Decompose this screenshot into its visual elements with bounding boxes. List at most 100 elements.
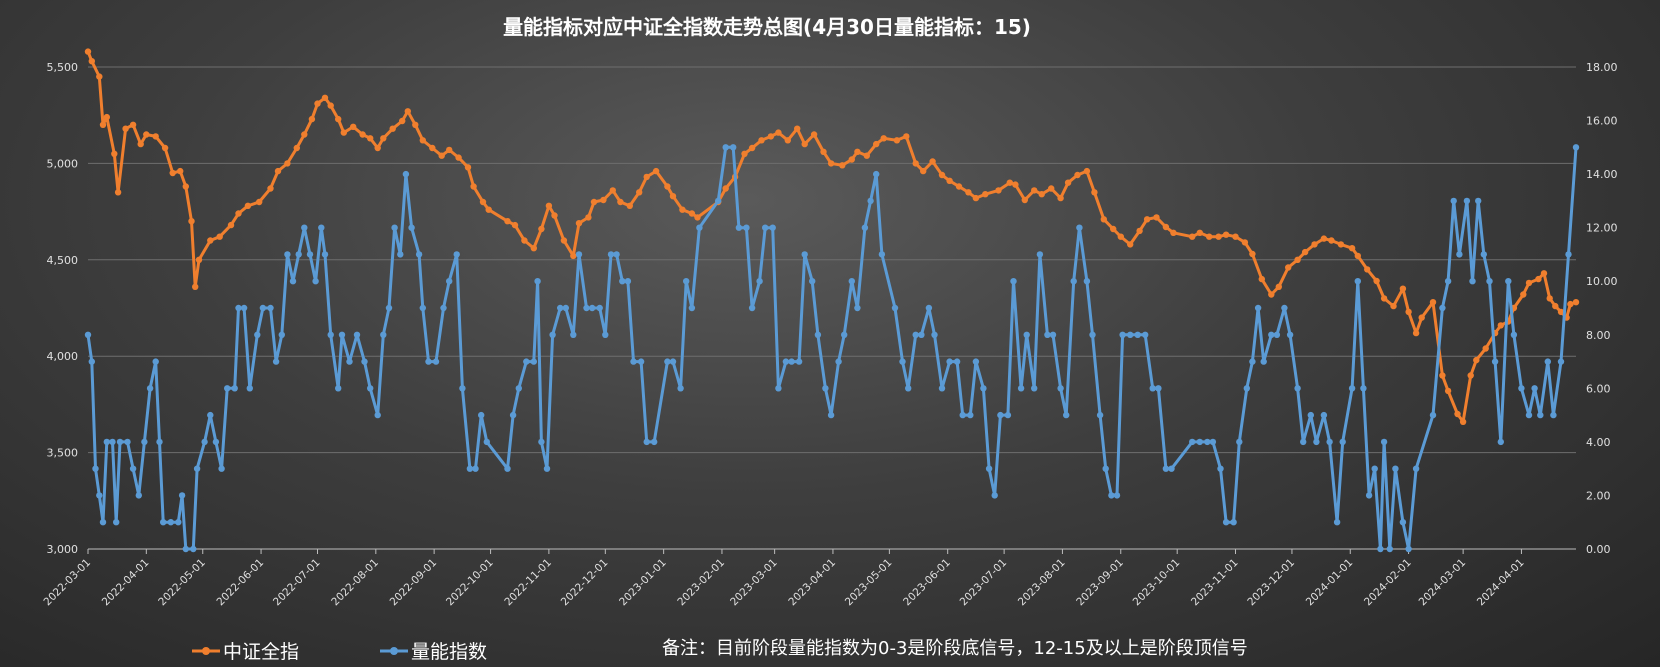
data-point xyxy=(1070,278,1077,285)
data-point xyxy=(256,198,263,206)
data-point xyxy=(1281,304,1288,312)
chart-note: 备注：目前阶段量能指数为0-3是阶段底信号，12-15及以上是阶段顶信号 xyxy=(662,638,1248,659)
data-point xyxy=(1108,492,1115,499)
data-point xyxy=(511,221,519,229)
data-point xyxy=(293,144,300,152)
data-point xyxy=(1364,266,1371,273)
data-point xyxy=(1567,300,1574,308)
data-point xyxy=(103,438,111,446)
data-point xyxy=(1565,251,1572,258)
data-point xyxy=(367,385,374,392)
data-point xyxy=(1348,385,1356,392)
y-right-tick-label: 4.00 xyxy=(1586,436,1611,449)
data-point xyxy=(1505,278,1512,285)
data-point xyxy=(1162,465,1170,472)
data-point xyxy=(1010,278,1017,285)
data-point xyxy=(295,251,302,258)
chart-title: 量能指标对应中证全指数走势总图(4月30日量能指标：15) xyxy=(503,15,1031,39)
x-tick-label: 2023-09-01 xyxy=(1074,557,1126,609)
legend-label-volume-index: 量能指数 xyxy=(411,641,487,663)
data-point xyxy=(1023,331,1030,338)
data-point xyxy=(312,278,319,285)
data-point xyxy=(289,278,297,285)
data-point xyxy=(1268,291,1275,298)
data-point xyxy=(335,115,342,123)
x-tick-label: 2023-07-01 xyxy=(958,557,1010,609)
data-point xyxy=(1006,179,1013,186)
data-point xyxy=(543,465,551,472)
data-point xyxy=(1189,233,1196,240)
data-point xyxy=(99,121,107,128)
data-point xyxy=(1031,187,1038,194)
data-point xyxy=(982,191,989,198)
data-point xyxy=(585,214,592,221)
legend: 中证全指 量能指数 xyxy=(192,641,487,663)
data-point xyxy=(929,158,936,165)
data-point xyxy=(521,237,528,244)
data-point xyxy=(1520,291,1527,298)
data-point xyxy=(1531,385,1538,392)
data-point xyxy=(530,245,537,252)
data-point xyxy=(111,150,118,157)
data-point xyxy=(652,167,660,175)
data-point xyxy=(748,304,756,312)
data-point xyxy=(314,100,321,107)
data-point xyxy=(464,164,472,171)
data-point xyxy=(478,411,485,419)
data-point xyxy=(178,492,186,499)
data-point xyxy=(775,385,782,392)
data-point xyxy=(483,438,490,446)
data-point xyxy=(122,125,129,132)
data-point xyxy=(743,224,750,231)
data-point xyxy=(1155,385,1162,392)
data-point xyxy=(175,519,182,526)
data-point xyxy=(278,331,285,338)
data-point xyxy=(1048,185,1055,192)
data-point xyxy=(1153,214,1160,221)
y-right-tick-label: 18.00 xyxy=(1586,61,1618,74)
data-point xyxy=(446,278,453,285)
y-left-tick-label: 5,000 xyxy=(47,157,79,170)
data-point xyxy=(995,187,1002,194)
data-point xyxy=(551,212,558,219)
data-point xyxy=(216,233,223,240)
data-point xyxy=(878,251,886,258)
data-point xyxy=(1313,438,1320,446)
data-point xyxy=(643,173,650,181)
data-point xyxy=(340,129,347,136)
data-point xyxy=(590,198,598,206)
data-point xyxy=(1444,387,1452,395)
data-point xyxy=(560,237,568,244)
data-point xyxy=(129,465,137,472)
data-point xyxy=(182,183,189,190)
data-point xyxy=(267,304,274,312)
data-point xyxy=(218,465,225,472)
data-point xyxy=(722,185,729,192)
data-point xyxy=(651,438,658,446)
data-point xyxy=(626,202,633,209)
data-point xyxy=(1373,277,1380,285)
data-point xyxy=(124,438,131,446)
x-tick-label: 2024-04-01 xyxy=(1475,557,1527,609)
data-point xyxy=(399,117,406,125)
data-point xyxy=(925,304,933,312)
data-point xyxy=(385,304,393,312)
data-point xyxy=(1572,299,1580,306)
data-point xyxy=(335,385,342,392)
data-point xyxy=(321,251,329,258)
data-point xyxy=(619,278,626,285)
data-point xyxy=(1275,283,1283,290)
data-point xyxy=(1236,438,1243,446)
data-point xyxy=(1572,144,1580,151)
data-point xyxy=(938,385,946,392)
data-point xyxy=(254,331,261,338)
x-tick-label: 2023-01-01 xyxy=(617,557,669,609)
data-point xyxy=(440,304,447,312)
y-right-tick-label: 12.00 xyxy=(1586,222,1618,235)
data-point xyxy=(470,183,477,190)
data-point xyxy=(231,385,238,392)
data-point xyxy=(534,278,541,285)
data-point xyxy=(380,331,387,338)
data-point xyxy=(404,108,411,115)
